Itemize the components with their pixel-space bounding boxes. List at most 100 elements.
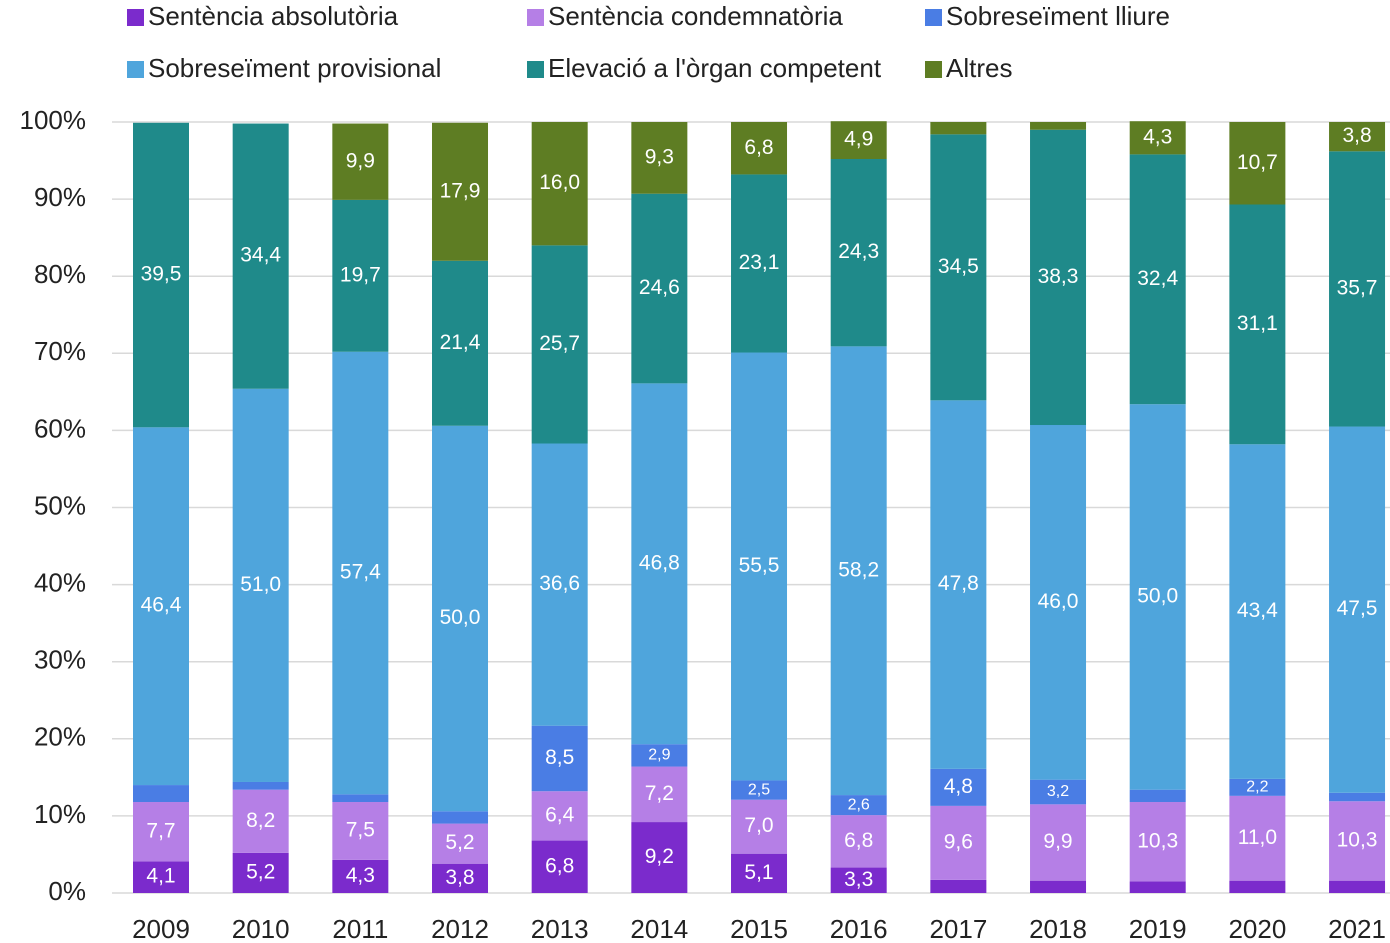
data-label: 39,5 — [141, 263, 182, 286]
bar-segment — [1329, 880, 1386, 893]
data-label: 55,5 — [739, 554, 780, 577]
y-tick-label: 0% — [48, 876, 86, 906]
data-label: 19,7 — [340, 263, 381, 286]
legend-swatch — [925, 9, 942, 26]
data-label: 3,3 — [844, 868, 873, 891]
bar-segment — [631, 193, 688, 384]
data-label: 2,2 — [1246, 779, 1268, 796]
y-tick-label: 70% — [34, 336, 86, 366]
data-label: 58,2 — [838, 558, 879, 581]
bar-segment — [1329, 801, 1386, 881]
bar-segment — [332, 859, 389, 893]
bar-segment — [1229, 204, 1286, 445]
bar-segment — [531, 791, 588, 841]
bar-segment — [432, 425, 489, 812]
bar-segment — [432, 122, 489, 261]
legend-label: Sobreseïment lliure — [946, 1, 1170, 31]
data-label: 7,5 — [346, 818, 375, 841]
data-label: 6,8 — [545, 854, 574, 877]
bar-segment — [1129, 881, 1186, 893]
data-label: 2,6 — [848, 796, 870, 813]
bar-segment — [731, 799, 788, 854]
x-tick-label: 2019 — [1129, 914, 1187, 943]
bar-segment — [531, 443, 588, 726]
data-label: 43,4 — [1237, 599, 1278, 622]
data-label: 24,6 — [639, 276, 680, 299]
data-label: 2,5 — [748, 781, 770, 798]
bar-segment — [830, 815, 887, 868]
data-label: 11,0 — [1238, 826, 1277, 849]
x-tick-label: 2021 — [1328, 914, 1386, 943]
data-label: 3,2 — [1047, 783, 1069, 800]
data-label: 17,9 — [440, 179, 481, 202]
y-tick-label: 100% — [20, 105, 87, 135]
bar-segment — [830, 159, 887, 347]
x-tick-label: 2012 — [431, 914, 489, 943]
data-label: 4,3 — [346, 864, 375, 887]
bar-segment — [830, 346, 887, 796]
data-label: 2,9 — [648, 747, 670, 764]
bar-segment — [1229, 122, 1286, 205]
data-label: 47,8 — [938, 572, 979, 595]
x-tick-label: 2018 — [1029, 914, 1087, 943]
data-label: 5,1 — [744, 861, 773, 884]
bar-segment — [1030, 425, 1087, 780]
bar-segment — [232, 852, 289, 893]
data-label: 16,0 — [539, 171, 580, 194]
bar-segment — [830, 867, 887, 893]
bar-segment — [1329, 122, 1386, 152]
data-label: 9,2 — [645, 845, 674, 868]
data-label: 47,5 — [1337, 597, 1378, 620]
bar-segment — [1030, 129, 1087, 426]
bar-segment — [133, 785, 189, 803]
legend-swatch — [925, 61, 942, 78]
legend-label: Altres — [946, 53, 1012, 83]
y-tick-label: 10% — [34, 799, 86, 829]
bar-segment — [930, 768, 987, 806]
bar-segment — [830, 795, 887, 816]
bar-segment — [133, 427, 189, 786]
bar-segment — [1329, 426, 1386, 793]
bar-segment — [432, 863, 489, 893]
data-label: 8,2 — [246, 809, 275, 832]
bar-segment — [332, 199, 389, 352]
data-label: 10,7 — [1237, 151, 1278, 174]
data-label: 50,0 — [1137, 584, 1178, 607]
data-label: 7,7 — [146, 819, 175, 842]
data-label: 8,5 — [545, 746, 574, 769]
y-tick-label: 20% — [34, 722, 86, 752]
y-tick-label: 80% — [34, 259, 86, 289]
bar-segment — [830, 121, 887, 160]
bar-segment — [332, 794, 389, 803]
legend-swatch — [127, 9, 144, 26]
y-tick-label: 50% — [34, 490, 86, 520]
data-label: 35,7 — [1337, 276, 1378, 299]
data-label: 38,3 — [1038, 265, 1079, 288]
data-label: 9,9 — [1043, 830, 1072, 853]
bar-segment — [731, 780, 788, 800]
bar-segment — [1129, 404, 1186, 790]
bar-segment — [133, 122, 189, 428]
data-label: 4,9 — [844, 128, 873, 151]
x-tick-label: 2015 — [730, 914, 788, 943]
bar-segment — [1329, 151, 1386, 427]
data-label: 4,8 — [944, 775, 973, 798]
bar-segment — [531, 122, 588, 246]
bar-segment — [631, 766, 688, 823]
data-label: 46,4 — [141, 594, 182, 617]
data-label: 25,7 — [539, 332, 580, 355]
data-label: 57,4 — [340, 561, 381, 584]
legend-swatch — [127, 61, 144, 78]
x-tick-label: 2014 — [630, 914, 688, 943]
y-tick-label: 60% — [34, 413, 86, 443]
legend-label: Sentència absolutòria — [148, 1, 399, 31]
bar-segment — [731, 352, 788, 781]
bar-segment — [133, 802, 189, 862]
data-label: 46,0 — [1038, 590, 1079, 613]
data-label: 21,4 — [440, 331, 481, 354]
bar-segment — [531, 725, 588, 792]
bar-segment — [1129, 121, 1186, 155]
data-label: 9,3 — [645, 145, 674, 168]
bar-segment — [631, 122, 688, 194]
